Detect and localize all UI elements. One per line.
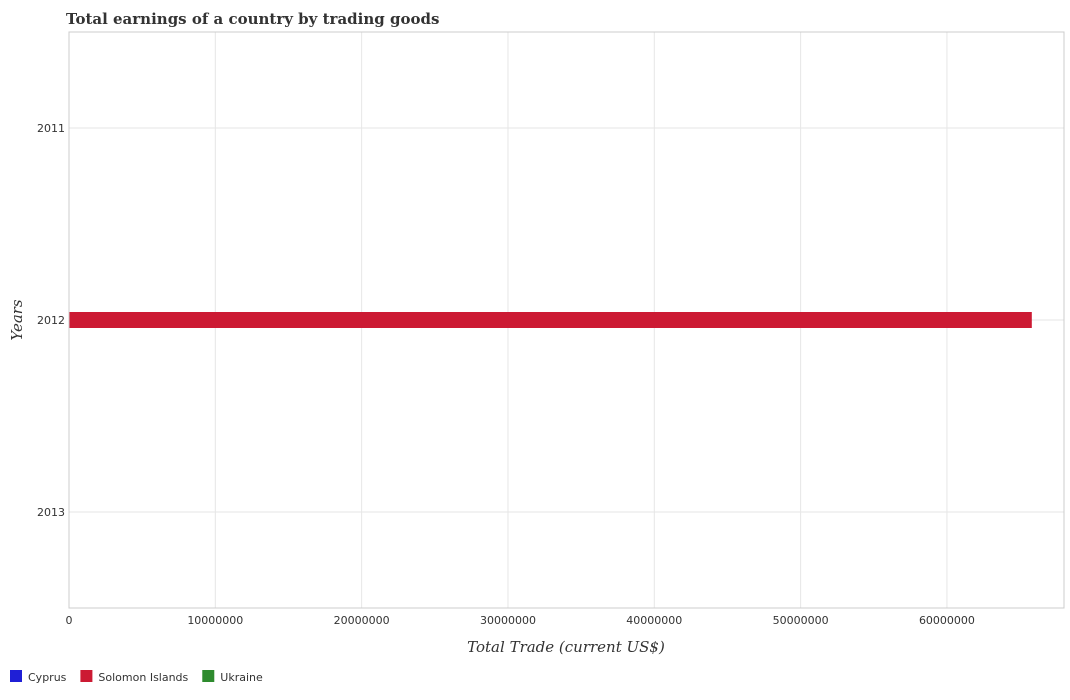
y-axis-ticks: 2011 2012 2013: [37, 122, 65, 519]
y-tick-label: 2012: [37, 314, 65, 327]
legend-label: Ukraine: [220, 671, 263, 684]
x-tick-label: 20000000: [334, 614, 390, 627]
legend-swatch: [202, 670, 215, 682]
plot-frame: [68, 31, 1065, 609]
x-tick-label: 10000000: [187, 614, 243, 627]
legend-swatch: [10, 670, 22, 682]
x-tick-label: 50000000: [773, 614, 829, 627]
legend-swatch: [80, 670, 93, 682]
x-tick-label: 40000000: [626, 614, 682, 627]
x-axis-label: Total Trade (current US$): [467, 638, 665, 656]
x-tick-label: 60000000: [919, 614, 975, 627]
y-axis-label: Years: [8, 299, 26, 341]
x-tick-label: 30000000: [480, 614, 536, 627]
y-tick-label: 2013: [37, 506, 65, 519]
legend-label: Solomon Islands: [98, 671, 188, 684]
chart-title: Total earnings of a country by trading g…: [66, 10, 439, 28]
bar-solomon-islands: [69, 312, 1032, 328]
bars: [69, 312, 1032, 328]
legend-label: Cyprus: [28, 671, 67, 684]
x-tick-label: 0: [66, 614, 73, 627]
x-axis-ticks: 0 10000000 20000000 30000000 40000000 5000000…: [66, 614, 975, 627]
y-tick-label: 2011: [37, 122, 65, 135]
legend: Cyprus Solomon Islands Ukraine: [10, 670, 263, 684]
